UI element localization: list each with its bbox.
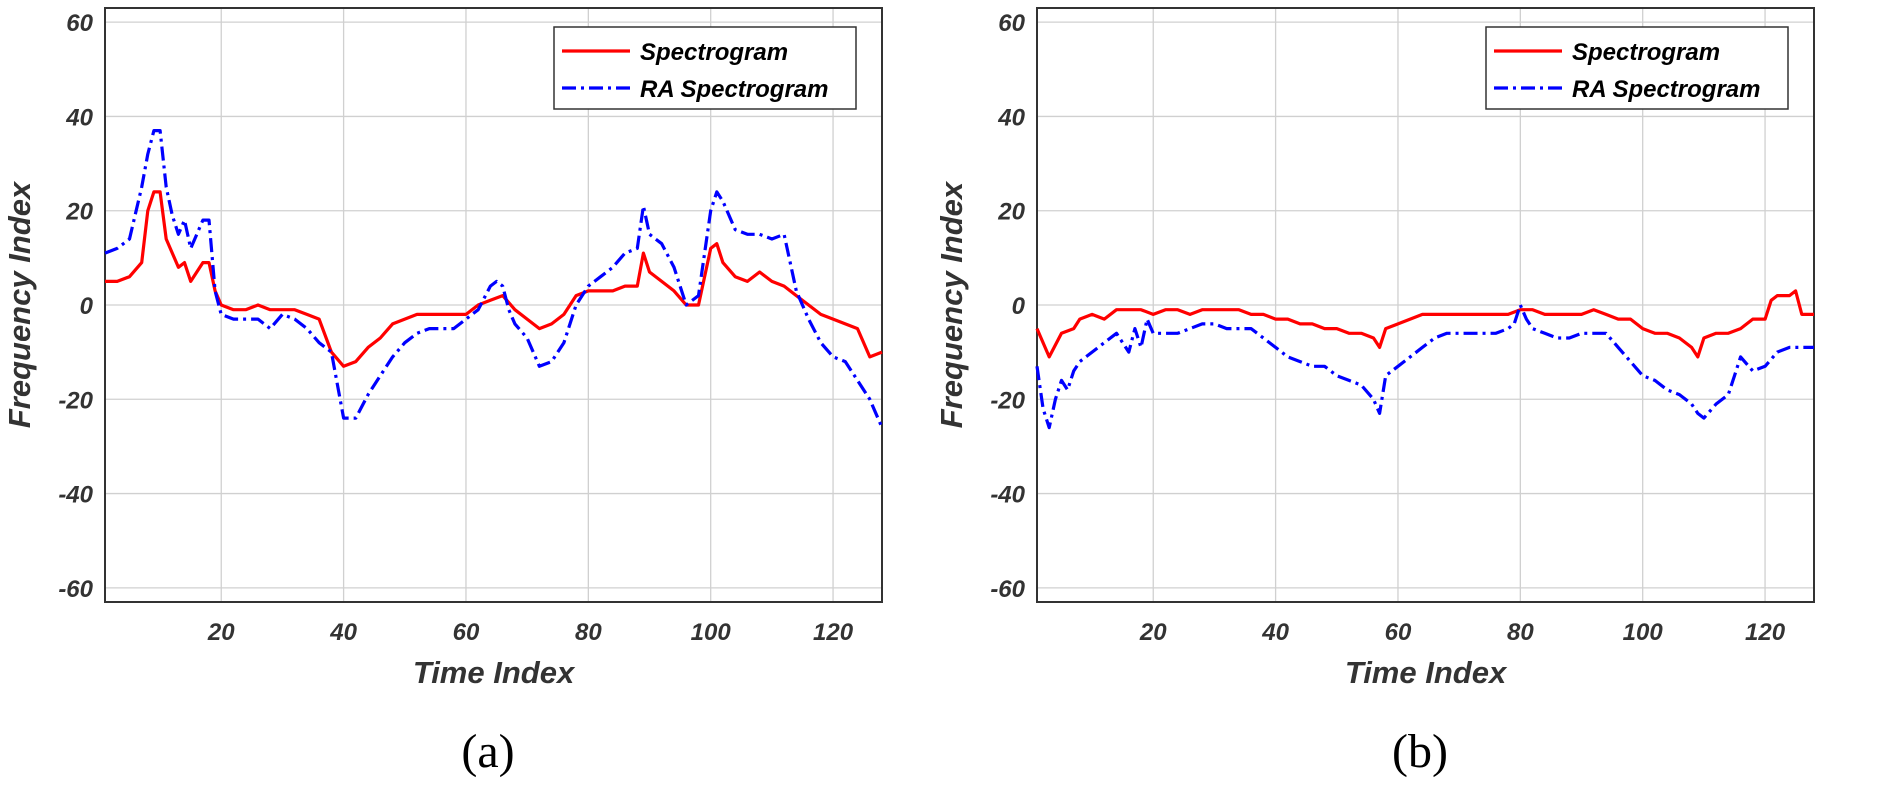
x-tick-label: 60 bbox=[1385, 619, 1412, 646]
legend-box bbox=[1485, 26, 1789, 110]
ra-spectrogram-line bbox=[104, 129, 884, 429]
x-tick-label: 80 bbox=[1507, 619, 1534, 646]
y-tick-label: -60 bbox=[990, 576, 1025, 603]
y-tick-label: -20 bbox=[990, 387, 1025, 414]
caption: (a) bbox=[461, 725, 514, 778]
y-tick-label: 60 bbox=[66, 10, 93, 37]
x-tick-label: 60 bbox=[453, 619, 480, 646]
y-tick-label: 0 bbox=[80, 293, 94, 320]
x-tick-label: 100 bbox=[1623, 619, 1664, 646]
legend-ra-label: RA Spectrogram bbox=[640, 76, 828, 103]
y-tick-label: 20 bbox=[997, 199, 1025, 226]
caption: (b) bbox=[1392, 725, 1448, 778]
legend-ra-label: RA Spectrogram bbox=[1572, 76, 1760, 103]
y-tick-label: 20 bbox=[65, 199, 93, 226]
spectrogram-line bbox=[1035, 289, 1814, 359]
y-tick-label: 0 bbox=[1012, 293, 1026, 320]
x-tick-label: 20 bbox=[207, 619, 235, 646]
x-axis-label: Time Index bbox=[413, 655, 576, 690]
chart-a: 20 40 60 80 100 120 -60 -40 -20 0 20 40 60 Time Inde… bbox=[2, 7, 884, 778]
legend: Spectrogram RA Spectrogram bbox=[1485, 26, 1789, 110]
x-tick-label: 40 bbox=[329, 619, 357, 646]
x-axis-label: Time Index bbox=[1345, 655, 1508, 690]
plot-frame bbox=[104, 7, 883, 603]
y-tick-label: 60 bbox=[998, 10, 1025, 37]
legend-box bbox=[553, 26, 857, 110]
y-tick-label: 40 bbox=[65, 104, 93, 131]
legend: Spectrogram RA Spectrogram bbox=[553, 26, 857, 110]
y-tick-label: 40 bbox=[997, 104, 1025, 131]
legend-spectrogram-label: Spectrogram bbox=[640, 39, 788, 66]
y-tick-label: -40 bbox=[990, 482, 1025, 509]
legend-spectrogram-label: Spectrogram bbox=[1572, 39, 1720, 66]
x-tick-label: 20 bbox=[1139, 619, 1167, 646]
y-tick-label: -60 bbox=[58, 576, 93, 603]
plot-frame bbox=[1036, 7, 1815, 603]
spectrogram-line bbox=[105, 190, 883, 368]
ra-spectrogram-line bbox=[1035, 303, 1814, 430]
x-tick-label: 120 bbox=[1745, 619, 1786, 646]
x-tick-label: 100 bbox=[691, 619, 732, 646]
y-tick-label: -40 bbox=[58, 482, 93, 509]
x-tick-label: 120 bbox=[813, 619, 854, 646]
chart-b: 20 40 60 80 100 120 -60 -40 -20 0 20 40 60 Time Inde… bbox=[934, 7, 1815, 778]
y-tick-label: -20 bbox=[58, 387, 93, 414]
y-axis-label: Frequency Index bbox=[934, 180, 969, 428]
x-tick-label: 80 bbox=[575, 619, 602, 646]
x-tick-label: 40 bbox=[1261, 619, 1289, 646]
y-axis-label: Frequency Index bbox=[2, 180, 37, 428]
